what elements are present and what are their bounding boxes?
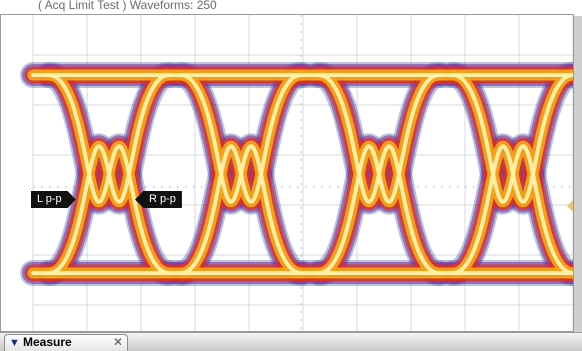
- eye-trace: [451, 73, 573, 275]
- eye-trace: [179, 73, 303, 275]
- eye-trace: [317, 73, 441, 275]
- close-icon[interactable]: ✕: [113, 335, 124, 349]
- left-peak-marker[interactable]: L p-p: [31, 191, 76, 208]
- measure-tab-label: Measure: [23, 335, 72, 349]
- acquisition-caption: ( Acq Limit Test ) Waveforms: 250: [38, 0, 217, 12]
- right-peak-label: R p-p: [149, 193, 176, 205]
- waveform-header: ( Acq Limit Test ) Waveforms: 250: [0, 0, 582, 16]
- eye-diagram-display[interactable]: L p-p R p-p: [0, 14, 574, 332]
- measure-tab[interactable]: ▼ Measure ✕: [4, 334, 128, 351]
- left-peak-label: L p-p: [37, 193, 62, 205]
- chevron-down-icon[interactable]: ▼: [9, 337, 20, 349]
- right-peak-marker[interactable]: R p-p: [135, 191, 182, 208]
- bottom-panel-bar: ▼ Measure ✕: [0, 332, 582, 351]
- eye-trace: [47, 73, 171, 275]
- eye-diagram-plot: [20, 15, 573, 331]
- trigger-level-marker[interactable]: [567, 200, 573, 212]
